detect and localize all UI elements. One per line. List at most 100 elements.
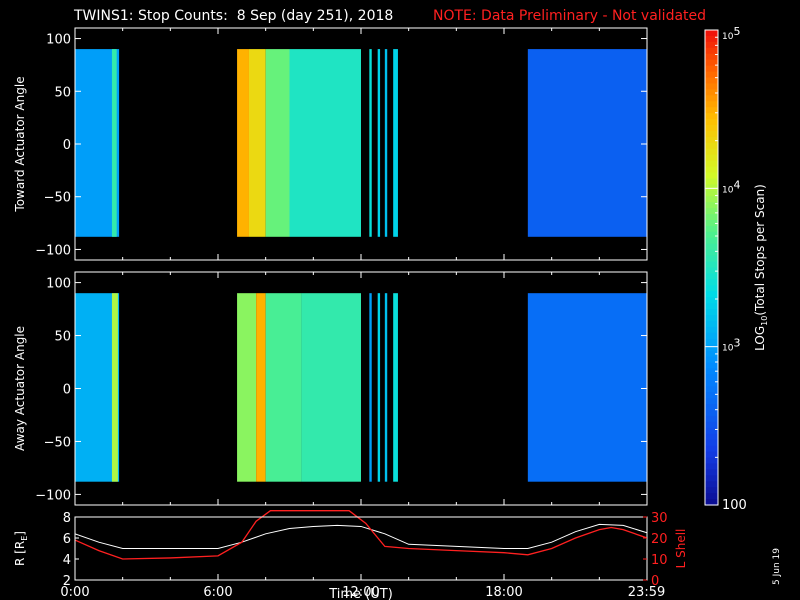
colorbar-swatch: [705, 142, 718, 150]
colorbar-swatch: [705, 166, 718, 174]
heatmap-segment: [256, 293, 266, 482]
colorbar-swatch: [705, 148, 718, 156]
y-tick-label: 50: [54, 330, 71, 345]
x-tick-label: 18:00: [485, 585, 522, 600]
colorbar-swatch: [705, 95, 718, 102]
colorbar-swatch: [705, 53, 718, 61]
heatmap-segment: [265, 293, 302, 482]
colorbar-swatch: [705, 249, 718, 257]
colorbar-swatch: [705, 463, 718, 470]
colorbar-swatch: [705, 315, 718, 322]
lshell-series-line: [75, 510, 647, 560]
heatmap-segment: [384, 49, 388, 237]
y-tick-label: 0: [63, 138, 71, 153]
colorbar-swatch: [705, 89, 718, 96]
heatmap-segment: [369, 49, 372, 237]
lshell-tick-label: 20: [651, 532, 668, 547]
colorbar-swatch: [705, 457, 718, 465]
colorbar-swatch: [705, 415, 718, 423]
x-tick-label: 23:59: [628, 585, 665, 600]
colorbar-swatch: [705, 404, 718, 411]
colorbar-swatch: [705, 71, 718, 79]
colorbar-swatch: [705, 214, 718, 221]
colorbar-swatch: [705, 172, 718, 180]
colorbar-swatch: [705, 130, 718, 138]
y-tick-label: −50: [44, 191, 71, 206]
heatmap-segment: [393, 293, 398, 482]
colorbar-swatch: [705, 77, 718, 85]
colorbar-label: LOG10(Total Stops per Scan): [753, 184, 769, 351]
r-tick-label: 8: [63, 511, 71, 526]
colorbar-swatch: [705, 451, 718, 459]
colorbar-swatch: [705, 469, 718, 476]
colorbar-swatch: [705, 285, 718, 292]
r-series-line: [75, 523, 647, 549]
colorbar-swatch: [705, 261, 718, 269]
colorbar-swatch: [705, 83, 718, 90]
colorbar-swatch: [705, 202, 718, 209]
chart-title: TWINS1: Stop Counts: 8 Sep (day 251), 20…: [74, 8, 394, 24]
colorbar-swatch: [705, 279, 718, 286]
heatmap-segment: [393, 49, 398, 237]
colorbar-swatch: [705, 433, 718, 441]
heatmap-segment: [527, 293, 647, 482]
heatmap-segment: [289, 49, 361, 237]
y-tick-label: 0: [63, 383, 71, 398]
r-tick-label: 2: [63, 574, 71, 589]
colorbar-swatch: [705, 427, 718, 435]
colorbar-swatch: [705, 154, 718, 162]
heatmap-segment: [111, 293, 118, 482]
r-tick-label: 4: [63, 553, 71, 568]
colorbar-swatch: [705, 368, 718, 375]
colorbar-swatch: [705, 309, 718, 316]
lshell-tick-label: 10: [651, 553, 668, 568]
colorbar-swatch: [705, 392, 718, 399]
colorbar-swatch: [705, 220, 718, 227]
colorbar-swatch: [705, 178, 718, 185]
x-tick-label: 6:00: [203, 585, 232, 600]
heatmap-segment: [75, 49, 120, 237]
colorbar-swatch: [705, 47, 718, 55]
heatmap-segment: [377, 293, 381, 482]
colorbar-swatch: [705, 344, 718, 352]
y-tick-label: 50: [54, 85, 71, 100]
lshell-tick-label: 0: [651, 574, 659, 589]
heatmap-segment: [527, 49, 647, 237]
colorbar-swatch: [705, 136, 718, 144]
colorbar-swatch: [705, 475, 718, 482]
colorbar-swatch: [705, 35, 718, 43]
colorbar-swatch: [705, 196, 718, 203]
colorbar-tick-label: 105: [722, 25, 740, 42]
colorbar-swatch: [705, 113, 718, 120]
colorbar-swatch: [705, 320, 718, 328]
colorbar-swatch: [705, 338, 718, 346]
colorbar-swatch: [705, 160, 718, 168]
colorbar-swatch: [705, 499, 718, 506]
colorbar-swatch: [705, 231, 718, 239]
colorbar-swatch: [705, 493, 718, 500]
x-tick-label: 12:00: [342, 585, 379, 600]
r-tick-label: 6: [63, 532, 71, 547]
colorbar-swatch: [705, 255, 718, 263]
heatmap-segment: [248, 49, 266, 237]
colorbar-swatch: [705, 380, 718, 387]
colorbar-swatch: [705, 386, 718, 393]
heatmap-segment: [111, 49, 117, 237]
colorbar-swatch: [705, 421, 718, 429]
preliminary-note: NOTE: Data Preliminary - Not validated: [433, 8, 707, 24]
colorbar-swatch: [705, 107, 718, 114]
y-axis-label: Away Actuator Angle: [13, 326, 27, 451]
colorbar-swatch: [705, 410, 718, 417]
colorbar-swatch: [705, 398, 718, 405]
heatmap-segment: [377, 49, 381, 237]
colorbar-swatch: [705, 303, 718, 310]
heatmap-segment: [384, 293, 388, 482]
colorbar-swatch: [705, 326, 718, 334]
colorbar-swatch: [705, 119, 718, 126]
colorbar-swatch: [705, 41, 718, 49]
colorbar-swatch: [705, 125, 718, 132]
colorbar-swatch: [705, 374, 718, 381]
heatmap-segment: [75, 293, 120, 482]
colorbar-swatch: [705, 362, 718, 370]
